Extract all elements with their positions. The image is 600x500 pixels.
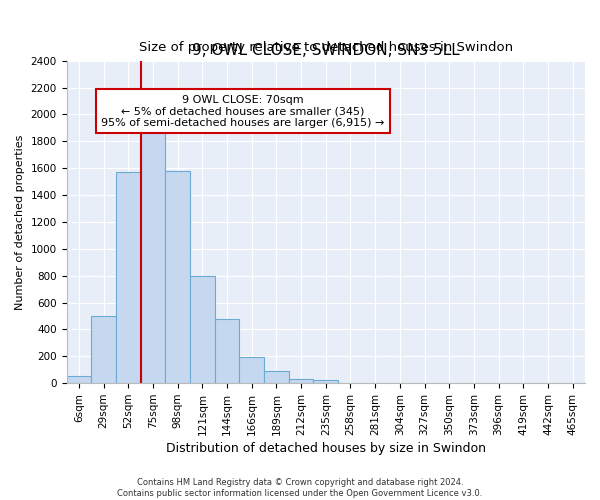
- Bar: [165, 171, 190, 383]
- Y-axis label: Number of detached properties: Number of detached properties: [15, 134, 25, 310]
- Text: Contains HM Land Registry data © Crown copyright and database right 2024.
Contai: Contains HM Land Registry data © Crown c…: [118, 478, 482, 498]
- Text: Size of property relative to detached houses in Swindon: Size of property relative to detached ho…: [139, 41, 513, 54]
- Bar: [215, 320, 239, 383]
- Title: 9, OWL CLOSE, SWINDON, SN3 5LL: 9, OWL CLOSE, SWINDON, SN3 5LL: [192, 43, 460, 58]
- Bar: [116, 172, 140, 383]
- Bar: [67, 376, 91, 383]
- Bar: [190, 276, 215, 383]
- Bar: [313, 380, 338, 383]
- X-axis label: Distribution of detached houses by size in Swindon: Distribution of detached houses by size …: [166, 442, 486, 455]
- Bar: [264, 371, 289, 383]
- Text: 9 OWL CLOSE: 70sqm
← 5% of detached houses are smaller (345)
95% of semi-detache: 9 OWL CLOSE: 70sqm ← 5% of detached hous…: [101, 94, 385, 128]
- Bar: [289, 378, 313, 383]
- Bar: [91, 316, 116, 383]
- Bar: [140, 121, 165, 383]
- Bar: [239, 357, 264, 383]
